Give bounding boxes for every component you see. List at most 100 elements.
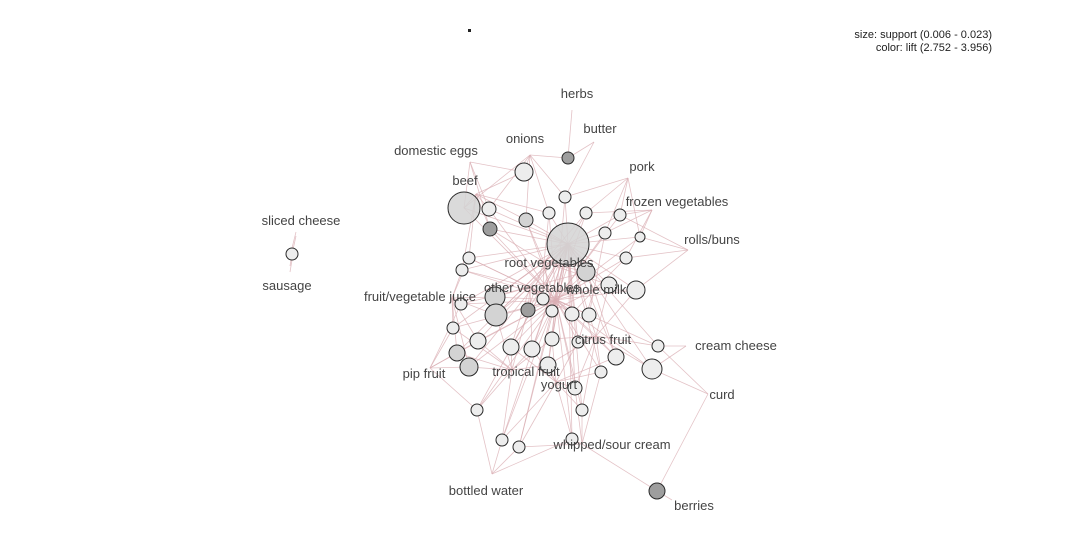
rule-node <box>600 276 618 294</box>
rule-edge <box>469 161 491 230</box>
rule-edge <box>468 243 569 368</box>
rule-node <box>545 304 559 318</box>
rule-edge <box>581 335 597 411</box>
rule-edge <box>476 243 569 411</box>
rule-edge <box>555 299 573 440</box>
rule-edge <box>595 335 659 347</box>
rule-edge <box>657 345 709 395</box>
labels-layer: herbs butter onions domestic eggs pork b… <box>262 86 777 513</box>
item-label-pip-fruit: pip fruit <box>403 366 446 381</box>
item-label-onions: onions <box>506 131 545 146</box>
rule-edge <box>452 327 513 371</box>
rule-node <box>626 280 646 300</box>
item-label-citrus-fruit: citrus fruit <box>575 332 632 347</box>
item-label-whipped-sour-cream: whipped/sour cream <box>552 437 670 452</box>
item-label-rolls-buns: rolls/buns <box>684 232 740 247</box>
rule-edge <box>511 309 529 371</box>
rule-edge <box>581 443 658 492</box>
item-label-fruit-vegetable-juice: fruit/vegetable juice <box>364 289 476 304</box>
rule-edge <box>489 228 557 301</box>
rule-node <box>571 335 585 349</box>
rule-edge <box>451 297 470 368</box>
rule-edge <box>429 327 454 369</box>
rule-node <box>598 226 612 240</box>
rule-node <box>285 247 299 261</box>
stray-dot <box>468 29 471 32</box>
rule-edge <box>656 393 709 492</box>
rule-node <box>565 432 579 446</box>
item-label-domestic-eggs: domestic eggs <box>394 143 478 158</box>
item-label-berries: berries <box>674 498 714 513</box>
rule-node <box>641 358 663 380</box>
item-label-bottled-water: bottled water <box>449 483 524 498</box>
rule-edge <box>574 387 583 445</box>
rule-node <box>447 191 481 225</box>
rule-node <box>579 206 593 220</box>
rule-node <box>567 380 583 396</box>
rule-node <box>523 340 541 358</box>
rule-node <box>512 440 526 454</box>
rule-node <box>561 151 575 165</box>
rule-node <box>539 356 557 374</box>
item-label-whole-milk: whole milk <box>565 282 627 297</box>
rule-node <box>564 306 580 322</box>
rule-node <box>495 433 509 447</box>
rule-node <box>518 212 534 228</box>
rule-node <box>462 251 476 265</box>
rule-edge <box>567 243 573 440</box>
rule-edge <box>461 269 531 288</box>
rule-edge <box>510 286 531 348</box>
rule-node <box>634 231 646 243</box>
rule-edge <box>547 335 597 366</box>
item-label-butter: butter <box>583 121 617 136</box>
rule-node <box>455 263 469 277</box>
rule-edge <box>529 154 550 214</box>
rule-edge <box>289 259 293 273</box>
rule-edge <box>476 369 513 411</box>
rule-edge <box>627 177 641 238</box>
rule-edge <box>518 299 557 448</box>
rule-node <box>575 403 589 417</box>
rule-edge <box>555 381 573 440</box>
item-label-other-vegetables: other vegetables <box>484 280 581 295</box>
rule-edge <box>501 299 557 441</box>
rule-edge <box>501 381 557 441</box>
rule-node <box>558 190 572 204</box>
rule-node <box>544 331 560 347</box>
rule-edge <box>635 249 689 291</box>
rule-edge <box>489 228 545 263</box>
rule-node <box>594 365 608 379</box>
item-label-sliced-cheese: sliced cheese <box>262 213 341 228</box>
item-label-frozen-vegetables: frozen vegetables <box>626 194 729 209</box>
rule-edge <box>604 209 653 234</box>
rule-edge <box>488 208 557 301</box>
nodes-layer <box>285 151 666 500</box>
rule-edge <box>595 289 637 337</box>
rule-edge <box>555 356 617 383</box>
rule-node <box>581 307 597 323</box>
rule-node <box>619 251 633 265</box>
rule-edge <box>581 371 602 445</box>
rule-edge <box>567 243 602 373</box>
rule-node <box>651 339 665 353</box>
rule-edge <box>567 109 573 159</box>
rule-edge <box>543 212 550 263</box>
rule-edge <box>529 154 566 198</box>
item-label-cream-cheese: cream cheese <box>695 338 777 353</box>
rule-node <box>514 162 534 182</box>
rule-edge <box>518 381 557 448</box>
item-label-herbs: herbs <box>561 86 594 101</box>
rule-edge <box>567 243 659 347</box>
legend-size: size: support (0.006 - 0.023) <box>854 29 992 41</box>
rule-edge <box>595 335 653 370</box>
rule-node <box>454 297 468 311</box>
rule-node <box>484 303 508 327</box>
rule-node <box>607 348 625 366</box>
rule-edge <box>555 371 602 383</box>
rule-node <box>613 208 627 222</box>
rule-node <box>482 221 498 237</box>
rule-node <box>546 222 590 266</box>
rule-node <box>576 262 596 282</box>
rule-node <box>542 206 556 220</box>
